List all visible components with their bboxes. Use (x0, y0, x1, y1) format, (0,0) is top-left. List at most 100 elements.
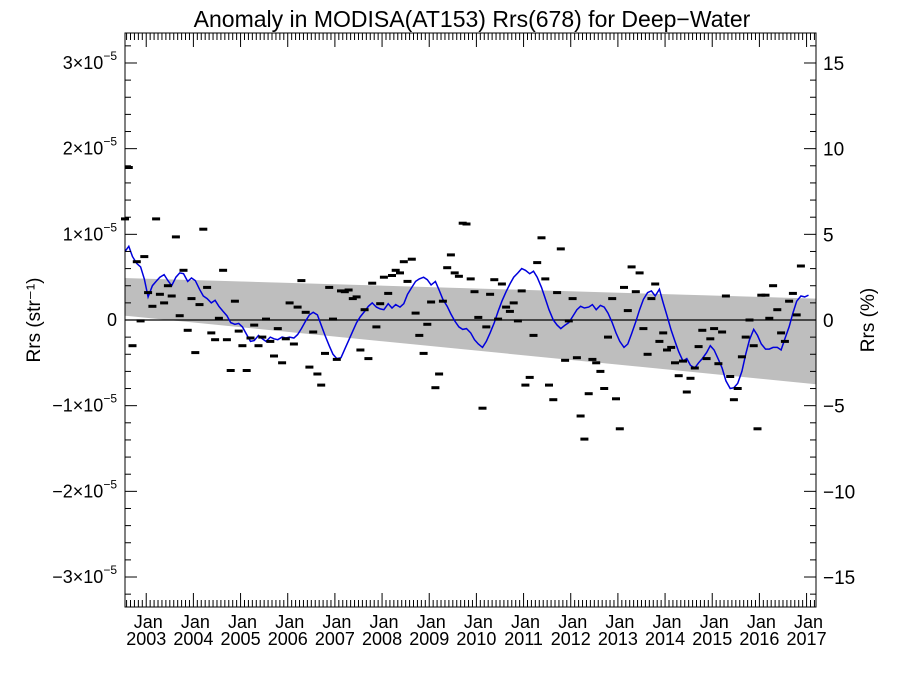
y2-tick-label: 5 (823, 225, 834, 246)
monthly-point (643, 352, 652, 356)
monthly-point (372, 325, 381, 329)
monthly-point (266, 339, 275, 343)
monthly-point (391, 268, 400, 272)
monthly-point (167, 294, 176, 298)
trend-band (125, 278, 816, 385)
monthly-point (737, 355, 746, 359)
monthly-point (450, 271, 459, 275)
monthly-point (509, 301, 518, 305)
monthly-point (454, 274, 463, 278)
monthly-point (411, 311, 420, 315)
monthly-point (175, 314, 184, 318)
x-tick-label-year: 2013 (598, 629, 638, 649)
monthly-point (462, 222, 471, 226)
monthly-point (329, 317, 337, 321)
monthly-point (588, 357, 597, 361)
monthly-point (301, 310, 310, 314)
x-tick-label-year: 2011 (504, 629, 543, 649)
monthly-point (568, 297, 577, 301)
y-tick-label: 0 (107, 310, 117, 330)
monthly-point (639, 327, 648, 331)
y2-tick-label: 15 (823, 54, 844, 75)
monthly-point (348, 297, 357, 301)
y2-tick-label: 0 (823, 311, 834, 332)
monthly-point (525, 375, 534, 379)
monthly-point (222, 338, 231, 342)
monthly-point (584, 392, 593, 396)
x-tick-label-month: Jan (134, 612, 163, 632)
monthly-point (238, 344, 247, 348)
x-tick-label-month: Jan (322, 612, 351, 632)
monthly-point (262, 317, 270, 321)
monthly-point (612, 397, 620, 401)
monthly-point (620, 285, 628, 289)
monthly-point (470, 290, 479, 294)
y-tick-label: 3×10−5 (63, 49, 118, 73)
monthly-point (289, 342, 298, 346)
monthly-point (332, 357, 341, 361)
monthly-point (219, 268, 228, 272)
y-tick-label: −1×10−5 (52, 392, 117, 416)
y-tick-label: 2×10−5 (63, 135, 118, 159)
x-tick-label-year: 2004 (173, 629, 213, 649)
monthly-point (278, 361, 287, 365)
monthly-point (604, 335, 612, 339)
monthly-point (431, 386, 440, 390)
monthly-point (490, 278, 499, 282)
monthly-point (270, 354, 278, 358)
monthly-point (446, 253, 455, 257)
monthly-point (729, 398, 738, 402)
y-tick-label: −3×10−5 (52, 563, 117, 587)
monthly-points-layer (121, 166, 805, 441)
monthly-point (497, 282, 506, 286)
monthly-point (694, 345, 703, 349)
monthly-point (494, 317, 503, 321)
monthly-point (533, 261, 542, 265)
x-tick-label-month: Jan (653, 612, 682, 632)
monthly-point (545, 383, 553, 387)
monthly-point (773, 308, 782, 312)
monthly-point (356, 348, 365, 352)
monthly-point (163, 284, 172, 288)
x-tick-label-year: 2016 (739, 629, 779, 649)
monthly-point (792, 313, 801, 317)
monthly-point (482, 325, 491, 329)
x-tick-label-month: Jan (511, 612, 540, 632)
monthly-point (549, 398, 558, 402)
monthly-point (796, 264, 805, 268)
monthly-point (741, 335, 750, 339)
monthly-point (513, 319, 522, 323)
monthly-point (344, 288, 353, 292)
monthly-point (702, 357, 711, 361)
y2-tick-label: −5 (823, 397, 845, 418)
monthly-point (438, 299, 447, 303)
monthly-point (309, 330, 318, 334)
monthly-point (466, 277, 475, 281)
y-tick-label: −2×10−5 (52, 477, 117, 501)
monthly-point (340, 290, 349, 294)
monthly-point (396, 271, 404, 275)
monthly-point (623, 309, 632, 313)
monthly-point (553, 291, 562, 295)
monthly-point (663, 348, 671, 352)
monthly-point (325, 285, 334, 289)
monthly-point (191, 351, 200, 355)
monthly-point (152, 217, 161, 221)
monthly-point (317, 383, 326, 387)
y2-tick-label: −10 (823, 482, 855, 503)
x-tick-label-year: 2003 (126, 629, 166, 649)
x-tick-label-year: 2006 (268, 629, 308, 649)
monthly-point (765, 316, 774, 320)
monthly-point (368, 281, 377, 285)
monthly-point (124, 166, 133, 169)
monthly-point (148, 304, 157, 308)
monthly-point (388, 274, 396, 277)
x-tick-label-month: Jan (181, 612, 210, 632)
monthly-point (203, 285, 212, 289)
monthly-point (199, 227, 208, 231)
monthly-point (718, 330, 727, 334)
monthly-point (478, 406, 487, 410)
monthly-point (132, 260, 141, 264)
monthly-point (769, 284, 778, 288)
